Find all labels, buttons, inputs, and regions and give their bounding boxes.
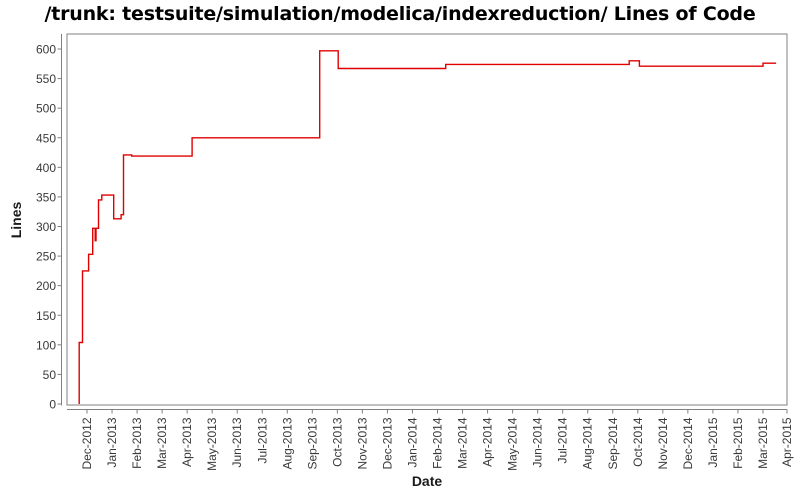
x-tick-label: Dec-2014: [681, 417, 695, 469]
x-tick-label: Nov-2013: [355, 417, 369, 469]
x-axis-label: Date: [411, 473, 443, 489]
x-tick-label: Jun-2014: [531, 417, 545, 467]
y-tick-label: 450: [36, 131, 56, 145]
y-tick-label: 200: [36, 279, 56, 293]
y-tick-label: 0: [49, 398, 56, 412]
x-tick-label: Apr-2014: [481, 417, 495, 467]
x-tick-label: Dec-2013: [380, 417, 394, 469]
x-tick-label: Jul-2014: [556, 417, 570, 463]
x-tick-label: Apr-2013: [180, 417, 194, 467]
y-tick-label: 500: [36, 102, 56, 116]
y-axis-label: Lines: [8, 201, 24, 239]
y-tick-label: 250: [36, 250, 56, 264]
y-tick-label: 50: [43, 368, 57, 382]
x-tick-label: Jan-2015: [706, 417, 720, 467]
x-tick-label: Mar-2015: [756, 417, 770, 469]
chart-title: /trunk: testsuite/simulation/modelica/in…: [44, 3, 756, 25]
x-tick-label: Jun-2013: [230, 417, 244, 467]
x-tick-label: Feb-2015: [731, 417, 745, 469]
x-tick-label: Feb-2013: [130, 417, 144, 469]
x-tick-label: Nov-2014: [656, 417, 670, 469]
y-tick-label: 550: [36, 72, 56, 86]
x-tick-label: Oct-2013: [330, 417, 344, 467]
y-tick-label: 150: [36, 309, 56, 323]
y-tick-label: 600: [36, 43, 56, 57]
x-tick-label: May-2013: [205, 417, 219, 471]
x-tick-label: Jul-2013: [255, 417, 269, 463]
y-tick-label: 300: [36, 220, 56, 234]
x-tick-label: Mar-2014: [456, 417, 470, 469]
x-tick-label: Feb-2014: [431, 417, 445, 469]
x-tick-label: Oct-2014: [631, 417, 645, 467]
x-tick-label: Jan-2014: [405, 417, 419, 467]
y-tick-label: 400: [36, 161, 56, 175]
y-tick-label: 350: [36, 190, 56, 204]
x-tick-label: May-2014: [506, 417, 520, 471]
x-tick-label: Dec-2012: [80, 417, 94, 469]
x-tick-label: Apr-2015: [780, 417, 794, 467]
plot-border: [66, 33, 788, 406]
x-tick-label: Sep-2013: [305, 417, 319, 469]
x-tick-label: Aug-2013: [280, 417, 294, 469]
y-tick-label: 100: [36, 338, 56, 352]
loc-series-line: [78, 50, 777, 404]
x-tick-label: Aug-2014: [581, 417, 595, 469]
x-tick-label: Sep-2014: [606, 417, 620, 469]
x-tick-label: Mar-2013: [155, 417, 169, 469]
x-tick-label: Jan-2013: [105, 417, 119, 467]
